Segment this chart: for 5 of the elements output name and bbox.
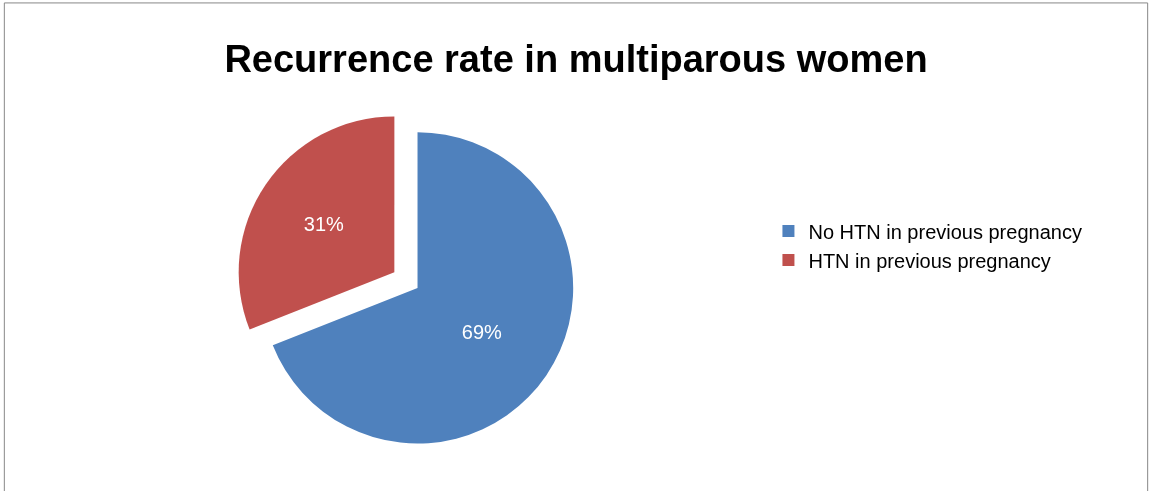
legend-label: HTN in previous pregnancy	[808, 249, 1051, 272]
legend-label: No HTN in previous pregnancy	[808, 220, 1082, 243]
data-label: 31%	[303, 213, 344, 236]
data-label: 69%	[461, 320, 503, 343]
chart-title: Recurrence rate in multiparous women	[224, 38, 928, 81]
